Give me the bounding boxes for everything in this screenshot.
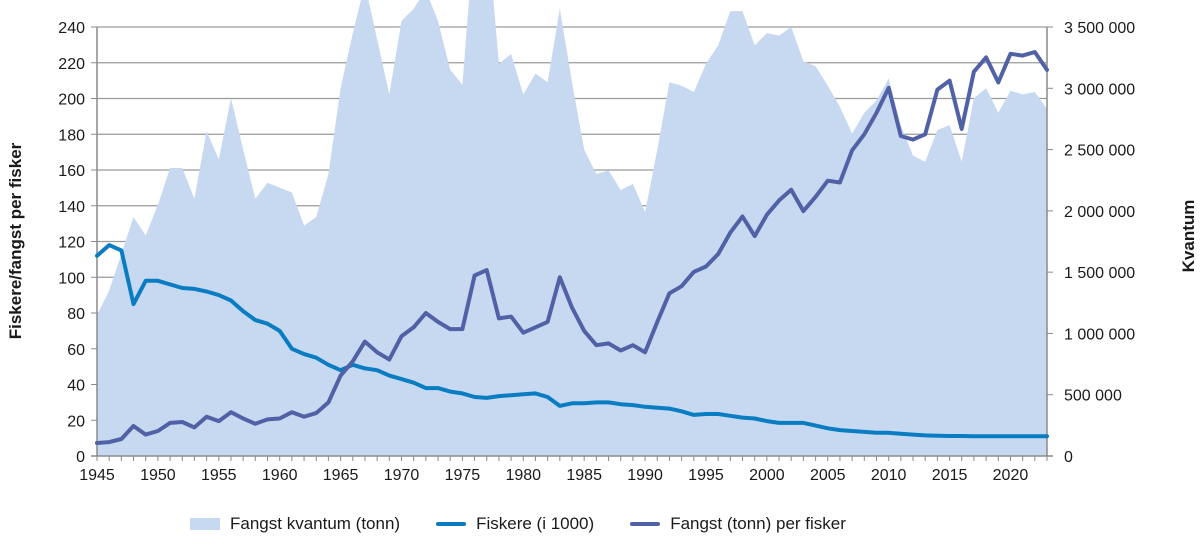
legend-label: Fangst kvantum (tonn): [230, 514, 401, 533]
svg-text:2020: 2020: [993, 467, 1029, 484]
svg-text:240: 240: [58, 20, 85, 37]
svg-text:2005: 2005: [810, 467, 846, 484]
svg-text:2015: 2015: [932, 467, 968, 484]
svg-text:2 000 000: 2 000 000: [1064, 204, 1135, 221]
svg-text:2000: 2000: [749, 467, 785, 484]
svg-text:1990: 1990: [627, 467, 663, 484]
svg-text:3 000 000: 3 000 000: [1064, 81, 1135, 98]
svg-text:60: 60: [67, 342, 85, 359]
svg-text:200: 200: [58, 92, 85, 109]
svg-text:3 500 000: 3 500 000: [1064, 20, 1135, 37]
svg-text:80: 80: [67, 306, 85, 323]
legend: Fangst kvantum (tonn) Fiskere (i 1000) F…: [190, 514, 882, 534]
svg-text:1985: 1985: [566, 467, 602, 484]
svg-text:1970: 1970: [384, 467, 420, 484]
area-swatch-icon: [190, 518, 220, 530]
svg-text:1960: 1960: [262, 467, 298, 484]
legend-item-fangst-per-fisker: Fangst (tonn) per fisker: [630, 514, 846, 534]
right-axis-ticks: 0 500 000 1 000 000 1 500 000 2 000 000 2 500…: [1047, 20, 1135, 466]
legend-item-fiskere: Fiskere (i 1000): [436, 514, 594, 534]
line-series-fangst-per-fisker: [95, 50, 1049, 445]
svg-text:1965: 1965: [323, 467, 359, 484]
line-swatch-icon: [436, 522, 467, 526]
chart-canvas: 0 20 40 60 80 100 120 140 160 180 200 220 240 0 500 0…: [6, 0, 1198, 484]
line-swatch-icon: [630, 522, 661, 526]
svg-text:220: 220: [58, 56, 85, 73]
svg-text:0: 0: [1064, 449, 1073, 466]
svg-text:2010: 2010: [871, 467, 907, 484]
svg-text:20: 20: [67, 413, 85, 430]
legend-item-fangst-kvantum: Fangst kvantum (tonn): [190, 514, 400, 534]
legend-label: Fangst (tonn) per fisker: [670, 514, 846, 533]
svg-text:1980: 1980: [505, 467, 541, 484]
svg-text:180: 180: [58, 127, 85, 144]
svg-text:160: 160: [58, 163, 85, 180]
left-axis-title: Fiskere/fangst per fisker: [6, 142, 25, 339]
svg-text:1955: 1955: [201, 467, 237, 484]
left-axis-ticks: 0 20 40 60 80 100 120 140 160 180 200 220 240: [58, 20, 97, 466]
line-series-fiskere: [95, 243, 1049, 439]
svg-text:100: 100: [58, 270, 85, 287]
svg-text:1945: 1945: [79, 467, 115, 484]
svg-text:1 500 000: 1 500 000: [1064, 265, 1135, 282]
svg-text:500 000: 500 000: [1064, 388, 1122, 405]
area-series-fangst-kvantum: [97, 0, 1047, 456]
svg-text:2 500 000: 2 500 000: [1064, 143, 1135, 160]
svg-text:140: 140: [58, 199, 85, 216]
svg-text:0: 0: [76, 449, 85, 466]
legend-label: Fiskere (i 1000): [476, 514, 595, 533]
svg-text:1995: 1995: [688, 467, 724, 484]
x-axis-ticks: 1945 1950 1955 1960 1965 1970 1975 1980 1985 1990…: [79, 456, 1048, 484]
svg-text:120: 120: [58, 235, 85, 252]
svg-text:40: 40: [67, 378, 85, 395]
svg-text:1950: 1950: [140, 467, 176, 484]
right-axis-title: Kvantum: [1179, 200, 1198, 273]
svg-text:1 000 000: 1 000 000: [1064, 326, 1135, 343]
svg-text:1975: 1975: [445, 467, 481, 484]
